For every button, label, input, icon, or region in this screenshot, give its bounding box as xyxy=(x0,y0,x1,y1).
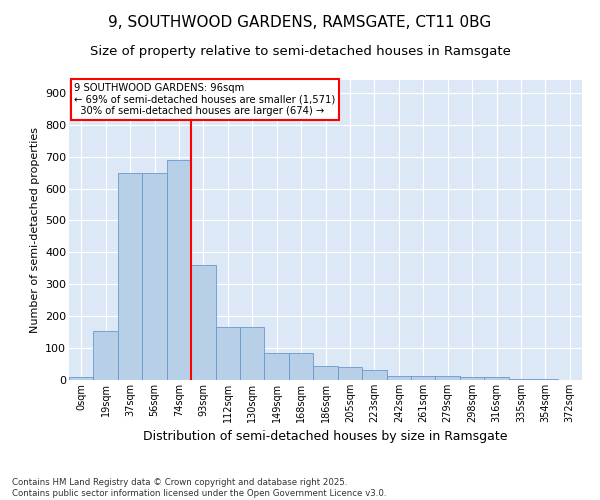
Bar xyxy=(118,172,142,380)
Bar xyxy=(191,265,215,380)
Bar xyxy=(69,377,94,380)
Bar xyxy=(240,328,265,380)
Bar xyxy=(411,376,436,380)
Bar xyxy=(484,378,509,380)
Bar xyxy=(167,160,191,380)
Text: Contains HM Land Registry data © Crown copyright and database right 2025.
Contai: Contains HM Land Registry data © Crown c… xyxy=(12,478,386,498)
Text: 9, SOUTHWOOD GARDENS, RAMSGATE, CT11 0BG: 9, SOUTHWOOD GARDENS, RAMSGATE, CT11 0BG xyxy=(109,15,491,30)
Bar xyxy=(265,353,289,380)
Bar xyxy=(509,378,533,380)
Text: Size of property relative to semi-detached houses in Ramsgate: Size of property relative to semi-detach… xyxy=(89,45,511,58)
Bar xyxy=(338,367,362,380)
Bar xyxy=(94,330,118,380)
Bar xyxy=(215,328,240,380)
Bar xyxy=(313,366,338,380)
Bar xyxy=(386,376,411,380)
Y-axis label: Number of semi-detached properties: Number of semi-detached properties xyxy=(29,127,40,333)
Bar xyxy=(362,370,386,380)
X-axis label: Distribution of semi-detached houses by size in Ramsgate: Distribution of semi-detached houses by … xyxy=(143,430,508,444)
Bar xyxy=(289,353,313,380)
Text: 9 SOUTHWOOD GARDENS: 96sqm
← 69% of semi-detached houses are smaller (1,571)
  3: 9 SOUTHWOOD GARDENS: 96sqm ← 69% of semi… xyxy=(74,83,335,116)
Bar xyxy=(142,172,167,380)
Bar xyxy=(460,378,484,380)
Bar xyxy=(436,376,460,380)
